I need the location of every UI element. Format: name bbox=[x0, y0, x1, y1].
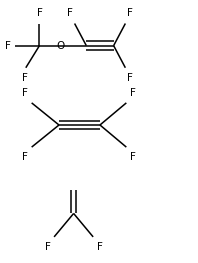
Text: F: F bbox=[67, 8, 73, 18]
Text: F: F bbox=[127, 73, 133, 83]
Text: F: F bbox=[127, 8, 133, 18]
Text: F: F bbox=[22, 73, 28, 83]
Text: F: F bbox=[130, 152, 136, 162]
Text: F: F bbox=[45, 242, 50, 252]
Text: F: F bbox=[130, 88, 136, 98]
Text: F: F bbox=[5, 41, 11, 50]
Text: F: F bbox=[22, 88, 28, 98]
Text: F: F bbox=[22, 152, 28, 162]
Text: F: F bbox=[97, 242, 103, 252]
Text: F: F bbox=[36, 8, 42, 18]
Text: O: O bbox=[57, 41, 65, 50]
